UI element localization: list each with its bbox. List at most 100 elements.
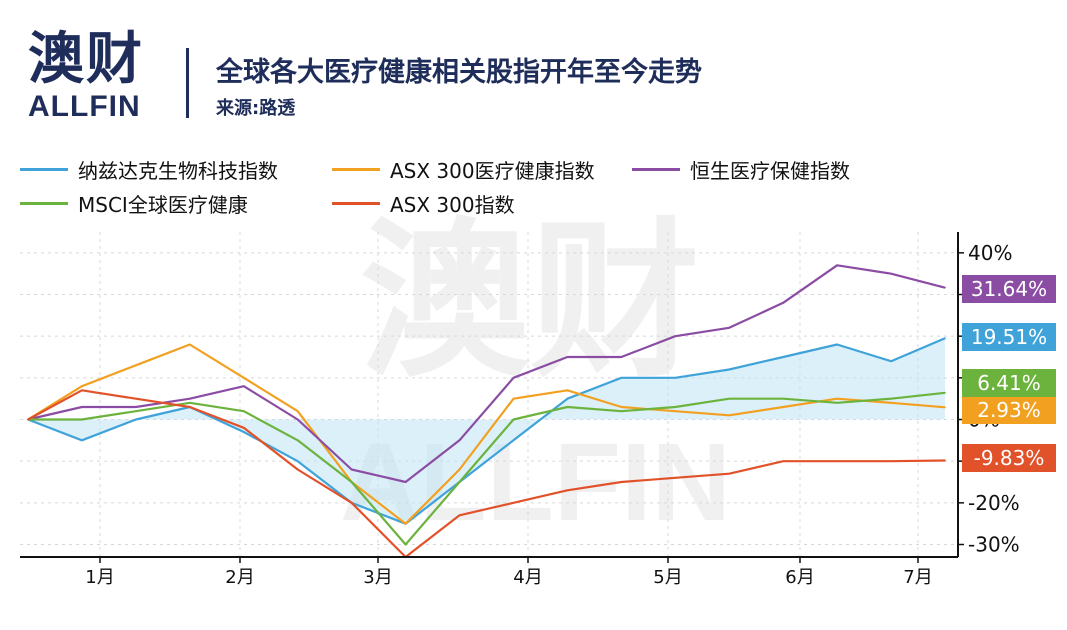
end-label-bg [962,369,1056,397]
series-point [296,439,299,442]
series-point [728,414,731,417]
series-point [782,460,784,462]
series-point [404,543,407,546]
legend-label: ASX 300医疗健康指数 [390,159,595,183]
watermark-cn: 澳财 [360,203,700,401]
legend-label: 纳兹达克生物科技指数 [78,159,278,183]
series-line [27,343,946,525]
series-point [566,389,569,392]
legend-swatch [332,202,380,205]
y-tick-label: -30% [968,533,1020,557]
legend-label: 恒生医疗保健指数 [690,159,850,183]
series-point [620,406,623,408]
y-tick-label: 40% [968,241,1012,265]
end-label: 2.93% [977,398,1041,422]
series-point [512,377,515,379]
legend-item: ASX 300医疗健康指数 [332,155,595,184]
series-point [81,385,83,387]
series-point [350,481,353,483]
series-point [189,343,191,346]
x-tick-label: 1月 [85,567,114,588]
series-point [944,459,946,462]
series-point [620,410,623,412]
series-point [189,402,191,404]
series-lines [27,264,946,559]
series-point [296,460,299,462]
series-point [135,418,137,421]
series-point [890,360,892,362]
series-point [674,410,677,412]
series-point [674,477,677,479]
series-point [296,418,299,421]
series-point [728,472,731,475]
series-point [242,427,245,429]
series-point [674,335,677,337]
legend-item: ASX 300指数 [332,189,515,218]
series-point [836,402,838,404]
end-label: -9.83% [974,446,1045,470]
series-point [242,410,245,412]
series-point [566,356,569,358]
series-point [512,397,515,400]
end-labels: 19.51% 2.93% 31.64% 6.41% -9.83% [962,275,1056,472]
legend-swatch [20,168,68,171]
legend-swatch [20,202,68,205]
series-point [404,481,407,483]
series-point [836,264,838,267]
series-point [296,410,299,412]
end-label: 31.64% [971,277,1047,301]
source-note: 来源:路透 [216,98,296,119]
series-line [27,264,946,484]
end-label: 6.41% [977,371,1041,395]
series-point [944,406,946,409]
series-point [728,397,731,400]
area-fill [28,338,945,524]
brand-logo-cn: 澳财 [28,27,144,92]
legend-item: MSCI全球医疗健康 [20,189,248,218]
series-point [296,468,299,471]
x-tick-label: 5月 [653,567,682,588]
brand-logo: 澳财 ALLFIN [28,30,158,122]
legend-swatch [332,168,380,171]
x-tick-label: 2月 [225,567,254,588]
series-point [620,481,623,483]
x-tick-label: 7月 [903,567,932,588]
series-point [620,377,623,379]
legend-label: MSCI全球医疗健康 [78,193,248,217]
series-point [512,439,515,442]
series-point [782,356,784,358]
end-label-bg [962,444,1056,472]
series-point [566,397,569,400]
x-tick-label: 4月 [513,567,542,588]
end-label-bg [962,396,1056,424]
series-point [135,397,137,400]
end-label-bg [962,275,1056,303]
y-tick-label: -20% [968,491,1020,515]
series-point [566,489,569,492]
series-point [81,418,83,421]
series-point [890,272,892,275]
series-point [242,377,245,379]
series-point [135,410,137,412]
series-point [944,337,946,340]
header-divider [186,48,189,118]
series-point [512,418,515,421]
end-label: 19.51% [971,325,1047,349]
series-point [350,468,353,471]
series-point [81,406,83,408]
series-point [350,502,353,504]
series-point [890,460,892,462]
series-point [944,286,946,289]
series-line [28,391,946,546]
series-point [836,397,838,400]
area-fill-series-0 [28,338,945,524]
series-point [782,302,784,304]
series-point [782,397,784,400]
series-point [242,431,245,433]
series-point [890,402,892,404]
series-point [135,364,137,367]
page-title: 全球各大医疗健康相关股指开年至今走势 [216,57,702,88]
series-point [458,481,461,483]
series-point [458,468,461,471]
